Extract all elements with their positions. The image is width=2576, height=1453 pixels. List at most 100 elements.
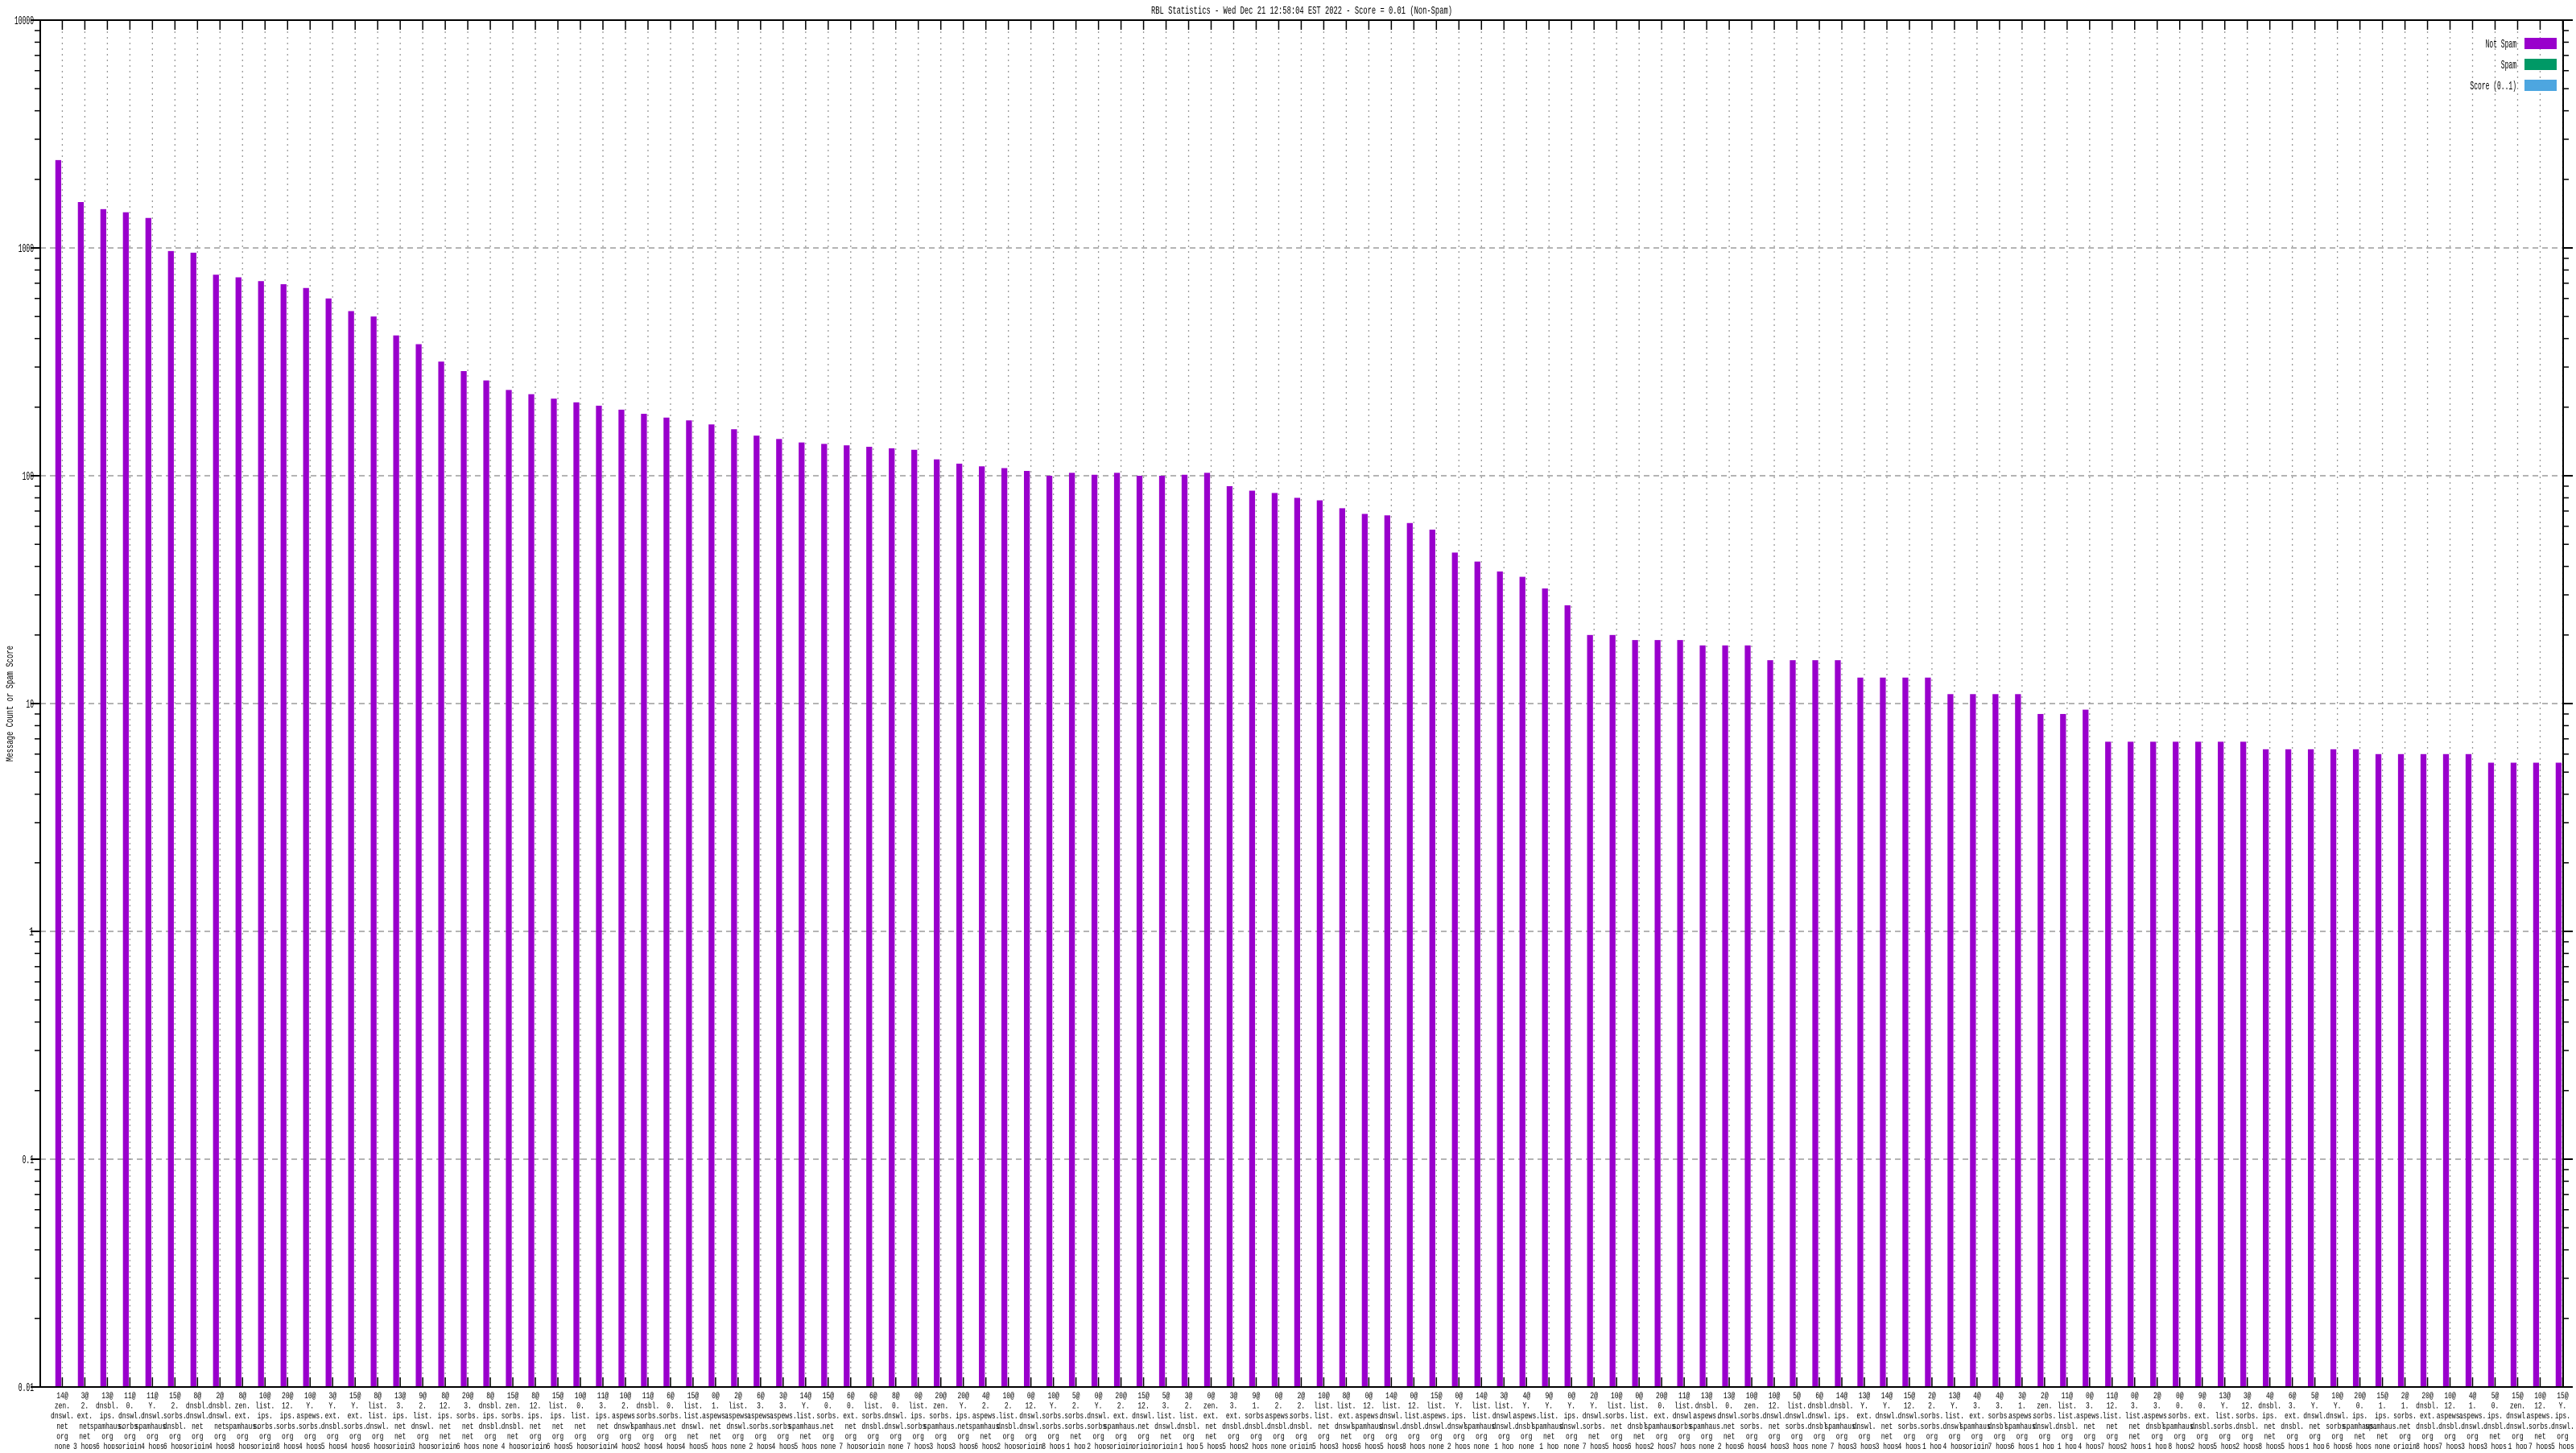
svg-text:net: net (530, 1422, 541, 1432)
svg-text:net: net (214, 1422, 225, 1432)
svg-text:org: org (1025, 1432, 1036, 1442)
svg-text:11@: 11@ (1678, 1392, 1690, 1401)
svg-text:sorbs.: sorbs. (276, 1422, 299, 1432)
svg-text:0@: 0@ (1095, 1392, 1103, 1401)
svg-text:14@: 14@ (1836, 1392, 1848, 1401)
svg-text:dnswl.: dnswl. (884, 1412, 907, 1422)
svg-text:org: org (620, 1432, 631, 1442)
svg-text:net: net (2376, 1432, 2388, 1442)
svg-text:net: net (440, 1422, 451, 1432)
svg-text:org: org (2062, 1432, 2073, 1442)
svg-text:ips.: ips. (910, 1412, 926, 1422)
svg-text:list.: list. (571, 1412, 590, 1422)
svg-text:org: org (778, 1432, 789, 1442)
svg-text:org: org (2421, 1432, 2433, 1442)
svg-text:dnswl.: dnswl. (1132, 1412, 1155, 1422)
svg-text:net: net (2084, 1422, 2095, 1432)
svg-text:7 hops: 7 hops (2529, 1443, 2552, 1449)
svg-text:sorbs.: sorbs. (2033, 1412, 2056, 1422)
svg-text:dnsbl.: dnsbl. (2190, 1422, 2214, 1432)
svg-text:dnswl.: dnswl. (682, 1422, 705, 1432)
svg-text:ext.: ext. (77, 1412, 93, 1422)
svg-text:org: org (2039, 1432, 2050, 1442)
svg-text:dnsbl.: dnsbl. (637, 1402, 660, 1412)
svg-text:5 hops: 5 hops (2213, 1443, 2236, 1449)
svg-text:4 hops: 4 hops (2078, 1443, 2101, 1449)
svg-text:ips.: ips. (1834, 1412, 1849, 1422)
svg-text:net: net (1724, 1432, 1735, 1442)
svg-text:dnswl.: dnswl. (2033, 1422, 2056, 1432)
svg-text:dnsbl.: dnsbl. (2281, 1422, 2304, 1432)
svg-text:2.: 2. (1928, 1402, 1936, 1412)
svg-text:none: none (2375, 1443, 2390, 1449)
svg-text:14@: 14@ (800, 1392, 812, 1401)
svg-text:2.: 2. (982, 1402, 990, 1412)
svg-text:org: org (1859, 1432, 1870, 1442)
svg-text:dnswl.: dnswl. (1583, 1412, 1606, 1422)
svg-text:dnswl.: dnswl. (186, 1412, 209, 1422)
svg-text:12.: 12. (530, 1402, 541, 1412)
svg-text:3.: 3. (1996, 1402, 2004, 1412)
svg-text:12.: 12. (2107, 1402, 2118, 1412)
svg-text:org: org (2197, 1432, 2208, 1442)
svg-text:dnsbl.: dnsbl. (479, 1422, 502, 1432)
svg-text:sorbs.: sorbs. (1988, 1412, 2011, 1422)
svg-text:8 hops: 8 hops (2416, 1443, 2439, 1449)
svg-text:zen.: zen. (2037, 1402, 2052, 1412)
svg-text:ips.: ips. (2487, 1412, 2503, 1422)
svg-text:dnswl.: dnswl. (726, 1422, 749, 1432)
svg-text:sorbs.: sorbs. (456, 1412, 480, 1422)
svg-text:org: org (1836, 1432, 1847, 1442)
svg-text:ext.: ext. (325, 1412, 341, 1422)
svg-text:list.: list. (1629, 1402, 1649, 1412)
svg-text:Y.: Y. (1951, 1402, 1959, 1412)
svg-text:5 hops: 5 hops (2281, 1443, 2304, 1449)
svg-text:0.: 0. (2491, 1402, 2500, 1412)
svg-text:15@: 15@ (1137, 1392, 1150, 1401)
svg-text:4@: 4@ (1973, 1392, 1981, 1401)
svg-text:0@: 0@ (1635, 1392, 1643, 1401)
svg-text:4 hops: 4 hops (344, 1443, 367, 1449)
svg-text:org: org (958, 1432, 969, 1442)
svg-text:net: net (1137, 1422, 1149, 1432)
svg-text:origin: origin (592, 1443, 615, 1449)
svg-text:11@: 11@ (2107, 1392, 2119, 1401)
svg-text:3 hops: 3 hops (2483, 1443, 2507, 1449)
svg-text:org: org (1137, 1432, 1149, 1442)
svg-text:net: net (710, 1432, 721, 1442)
svg-text:org: org (2512, 1432, 2523, 1442)
svg-text:net: net (1588, 1432, 1600, 1442)
svg-text:org: org (1791, 1432, 1802, 1442)
svg-text:1.: 1. (2018, 1402, 2026, 1412)
svg-text:6 hops: 6 hops (1740, 1443, 1764, 1449)
svg-text:Y.: Y. (2559, 1402, 2567, 1412)
svg-text:9@: 9@ (1253, 1392, 1261, 1401)
svg-text:dnsbl.: dnsbl. (321, 1422, 345, 1432)
svg-text:Y.: Y. (1455, 1402, 1463, 1412)
svg-text:org: org (56, 1432, 68, 1442)
svg-text:3@: 3@ (2244, 1392, 2252, 1401)
svg-text:ext.: ext. (2285, 1412, 2300, 1422)
svg-text:12.: 12. (282, 1402, 293, 1412)
svg-text:1 hop: 1 hop (1922, 1443, 1942, 1449)
svg-text:4 hops: 4 hops (1898, 1443, 1922, 1449)
svg-text:2 hops: 2 hops (1245, 1443, 1268, 1449)
svg-text:list.: list. (2058, 1402, 2077, 1412)
svg-text:sorbs.: sorbs. (1740, 1412, 1764, 1422)
svg-text:5@: 5@ (1793, 1392, 1801, 1401)
svg-text:ips.: ips. (527, 1412, 543, 1422)
svg-text:3.: 3. (757, 1402, 765, 1412)
svg-text:5@: 5@ (1072, 1392, 1080, 1401)
svg-text:org: org (1814, 1432, 1825, 1442)
svg-text:org: org (485, 1432, 496, 1442)
svg-text:5@: 5@ (1162, 1392, 1170, 1401)
svg-text:net: net (1205, 1422, 1216, 1432)
svg-text:2.: 2. (1117, 1402, 1125, 1412)
svg-text:dnswl.: dnswl. (1492, 1412, 1516, 1422)
svg-text:3@: 3@ (779, 1392, 787, 1401)
svg-text:4 hops: 4 hops (614, 1443, 638, 1449)
svg-text:6 hops: 6 hops (2326, 1443, 2349, 1449)
svg-text:10@: 10@ (575, 1392, 587, 1401)
svg-text:1 hop: 1 hop (1539, 1443, 1558, 1449)
svg-text:net: net (1318, 1422, 1329, 1432)
